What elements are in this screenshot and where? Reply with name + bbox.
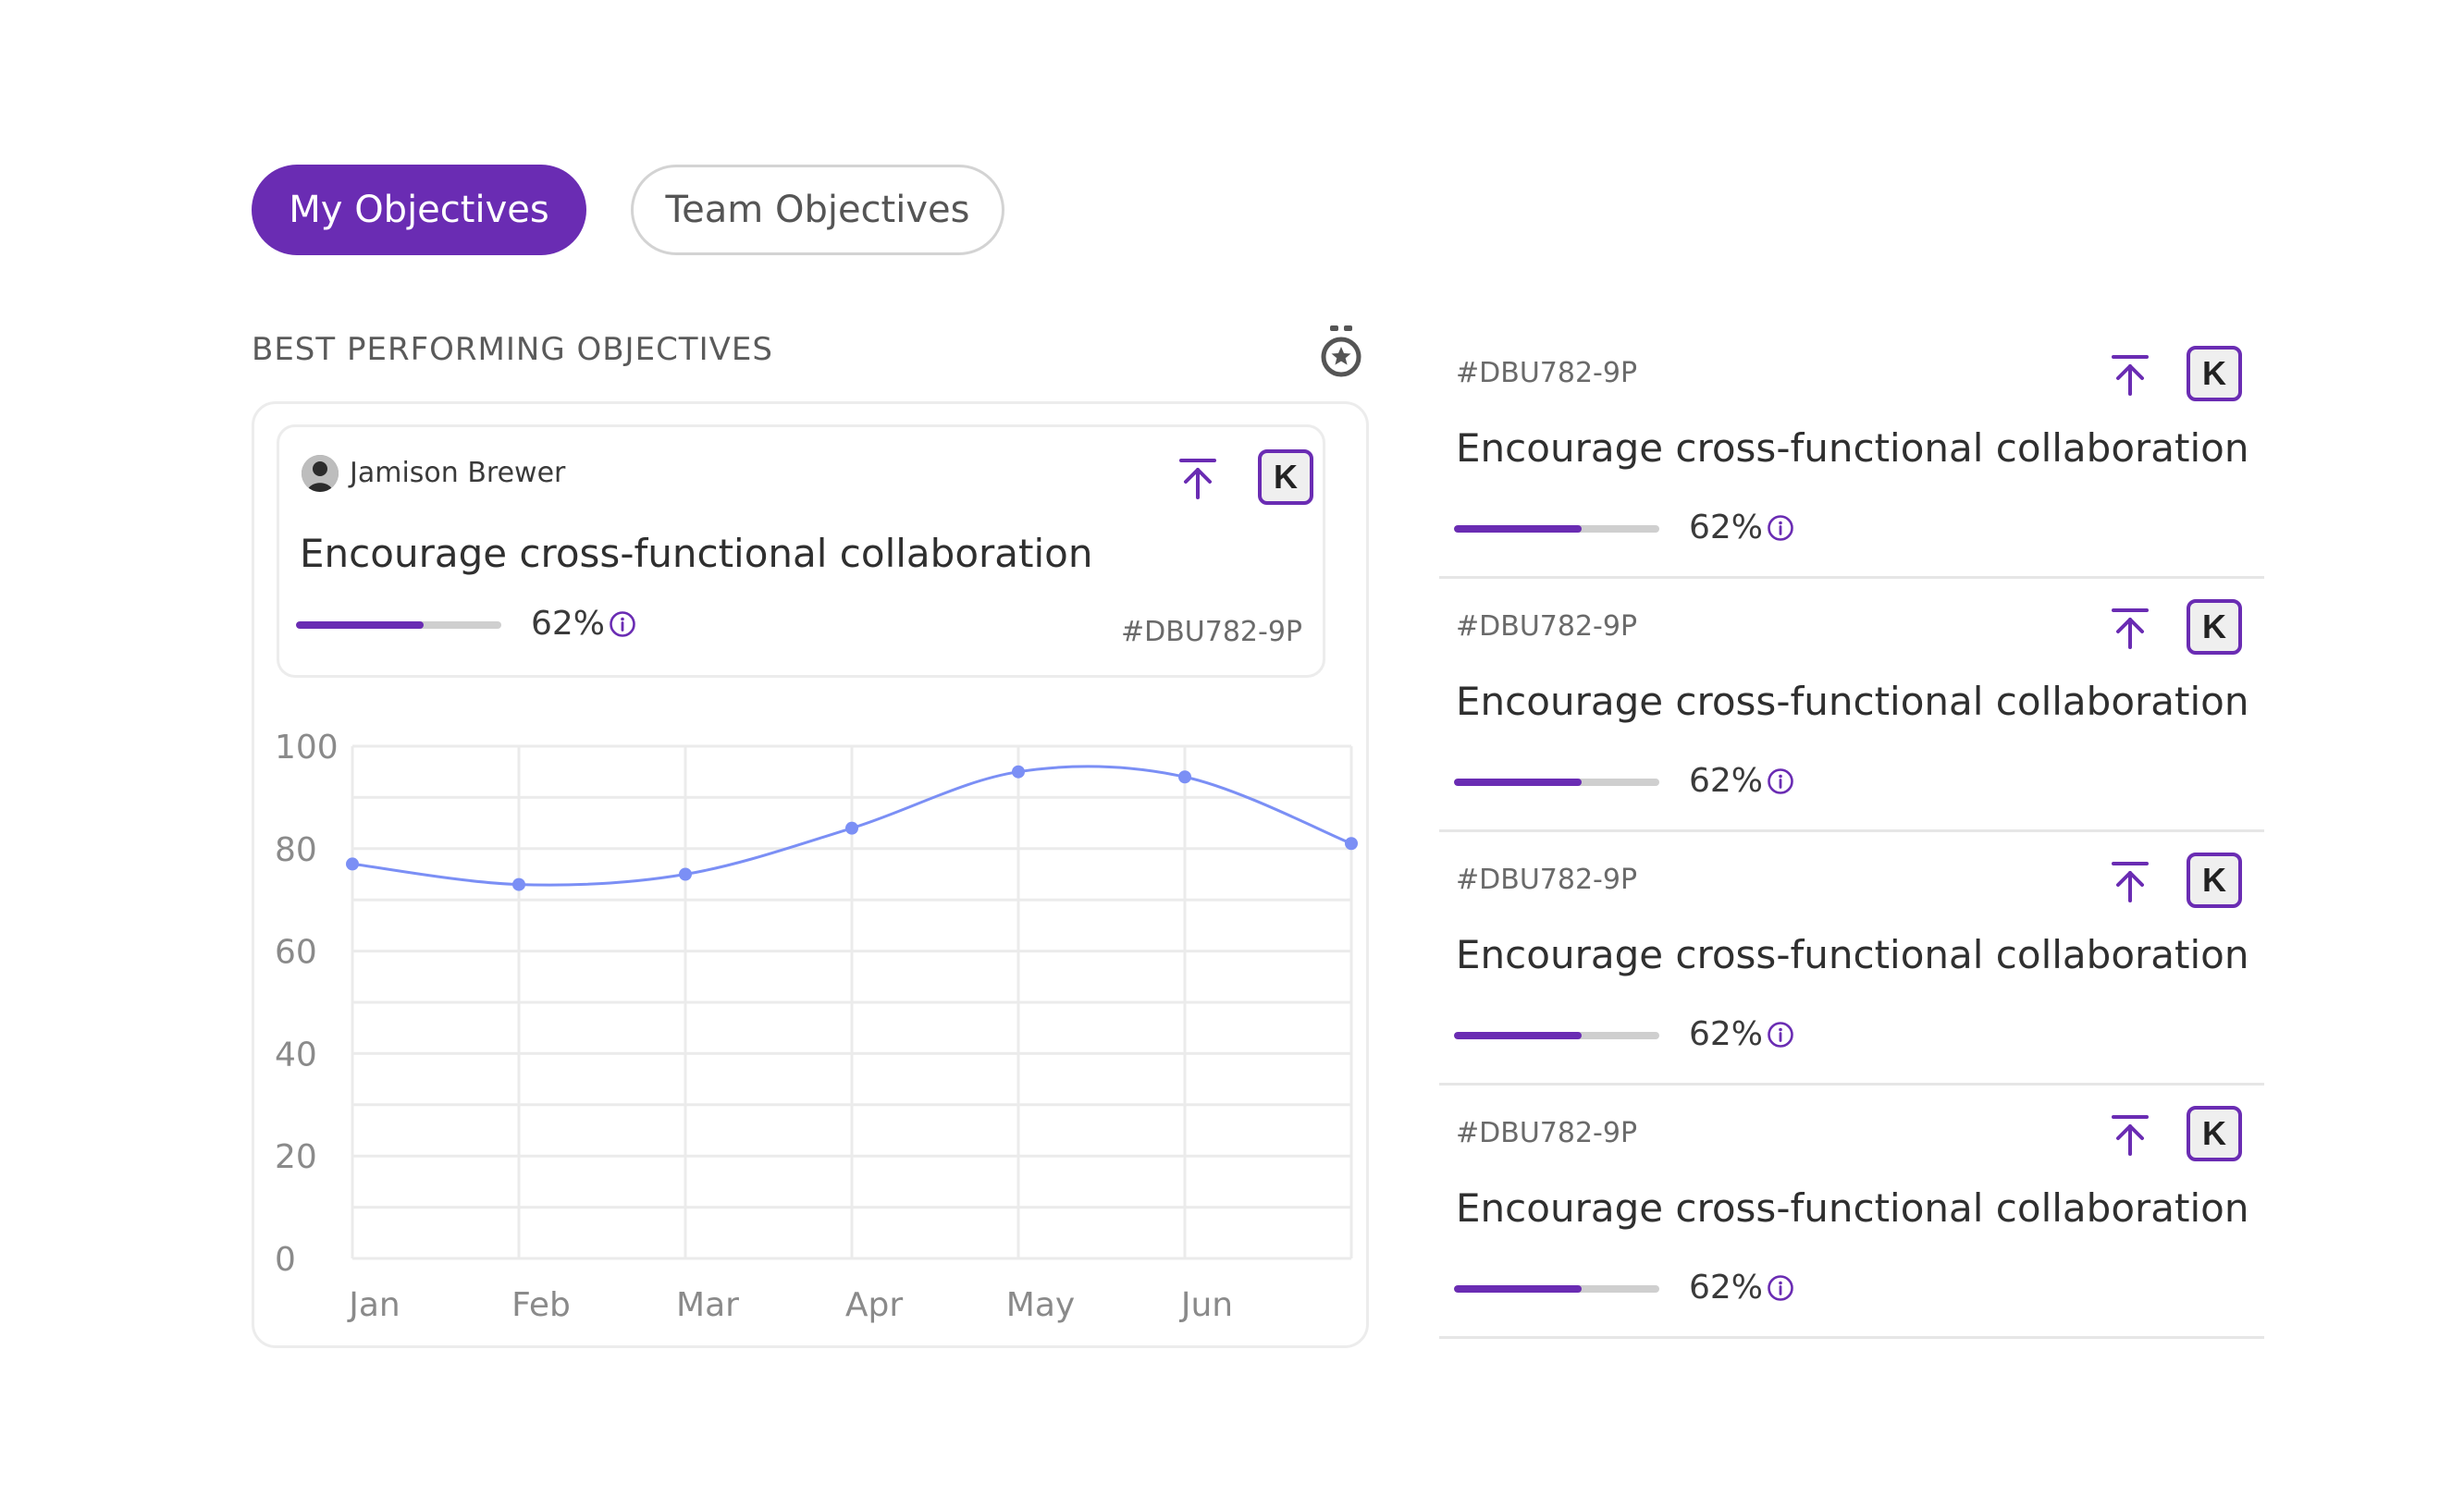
- objective-id: #DBU782-9P: [1456, 610, 1638, 643]
- progress-bar: [296, 621, 501, 629]
- objective-title: Encourage cross-functional collaboration: [300, 531, 1093, 576]
- y-tick-label: 20: [275, 1138, 317, 1176]
- info-icon[interactable]: [1767, 767, 1794, 795]
- objective-title: Encourage cross-functional collaboration: [1456, 1185, 2249, 1231]
- progress-fill: [1454, 525, 1582, 533]
- x-tick-label: May: [1006, 1286, 1075, 1324]
- best-performing-panel: Jamison Brewer K Encourage cross-functio…: [252, 401, 1369, 1348]
- data-point: [1012, 765, 1025, 779]
- arrow-up-to-line-icon[interactable]: [2109, 607, 2151, 651]
- y-tick-label: 0: [275, 1241, 296, 1279]
- objective-row[interactable]: #DBU782-9P K Encourage cross-functional co…: [1439, 832, 2264, 1086]
- data-point: [845, 821, 858, 835]
- arrow-up-to-line-icon[interactable]: [2109, 353, 2151, 398]
- k-badge[interactable]: K: [1258, 449, 1313, 505]
- objective-id: #DBU782-9P: [1456, 1117, 1638, 1149]
- info-icon[interactable]: [1767, 1274, 1794, 1302]
- performance-line-chart: 100 80 60 40 20 0 Jan Feb Mar Apr May Jun: [275, 729, 1358, 1324]
- owner-name: Jamison Brewer: [350, 457, 566, 489]
- progress-percent: 62%: [1689, 762, 1764, 800]
- progress-percent: 62%: [1689, 1015, 1764, 1053]
- data-point: [346, 857, 359, 871]
- objective-row[interactable]: #DBU782-9P K Encourage cross-functional co…: [1439, 579, 2264, 832]
- k-badge[interactable]: K: [2187, 1106, 2242, 1161]
- info-icon[interactable]: [609, 610, 636, 638]
- info-icon[interactable]: [1767, 514, 1794, 542]
- data-point: [512, 877, 525, 891]
- objective-title: Encourage cross-functional collaboration: [1456, 932, 2249, 977]
- data-point: [1345, 837, 1358, 851]
- k-badge[interactable]: K: [2187, 599, 2242, 655]
- data-point: [1178, 770, 1191, 784]
- progress-fill: [296, 621, 424, 629]
- arrow-up-to-line-icon[interactable]: [2109, 860, 2151, 904]
- y-tick-label: 100: [275, 729, 339, 767]
- x-tick-label: Mar: [676, 1286, 739, 1324]
- objective-title: Encourage cross-functional collaboration: [1456, 679, 2249, 724]
- progress-percent: 62%: [531, 605, 606, 643]
- objective-title: Encourage cross-functional collaboration: [1456, 425, 2249, 471]
- progress-percent: 62%: [1689, 1269, 1764, 1307]
- x-tick-label: Jun: [1179, 1286, 1233, 1324]
- tab-team-objectives[interactable]: Team Objectives: [631, 165, 1004, 255]
- info-icon[interactable]: [1767, 1021, 1794, 1049]
- y-tick-label: 60: [275, 934, 317, 972]
- data-point: [679, 867, 692, 881]
- k-badge[interactable]: K: [2187, 346, 2242, 401]
- objective-id: #DBU782-9P: [1456, 864, 1638, 896]
- tab-my-objectives[interactable]: My Objectives: [252, 165, 586, 255]
- arrow-up-to-line-icon[interactable]: [1177, 457, 1219, 501]
- progress-bar: [1454, 1032, 1659, 1039]
- avatar: [302, 455, 339, 492]
- progress-fill: [1454, 1032, 1582, 1039]
- progress-fill: [1454, 1285, 1582, 1293]
- progress-bar: [1454, 779, 1659, 786]
- x-tick-label: Feb: [511, 1286, 571, 1324]
- progress-bar: [1454, 525, 1659, 533]
- arrow-up-to-line-icon[interactable]: [2109, 1113, 2151, 1158]
- x-tick-label: Apr: [845, 1286, 903, 1324]
- y-tick-label: 80: [275, 831, 317, 869]
- objectives-list: #DBU782-9P K Encourage cross-functional co…: [1439, 325, 2264, 1339]
- y-tick-label: 40: [275, 1036, 317, 1074]
- x-tick-label: Jan: [347, 1286, 400, 1324]
- progress-percent: 62%: [1689, 509, 1764, 546]
- objective-row[interactable]: #DBU782-9P K Encourage cross-functional co…: [1439, 1086, 2264, 1339]
- progress-fill: [1454, 779, 1582, 786]
- objective-id: #DBU782-9P: [1120, 616, 1302, 648]
- k-badge[interactable]: K: [2187, 853, 2242, 908]
- section-title: BEST PERFORMING OBJECTIVES: [252, 331, 773, 368]
- featured-objective-card[interactable]: Jamison Brewer K Encourage cross-functio…: [277, 424, 1325, 678]
- objective-id: #DBU782-9P: [1456, 357, 1638, 389]
- medal-icon: [1321, 325, 1361, 377]
- objective-row[interactable]: #DBU782-9P K Encourage cross-functional co…: [1439, 325, 2264, 579]
- progress-bar: [1454, 1285, 1659, 1293]
